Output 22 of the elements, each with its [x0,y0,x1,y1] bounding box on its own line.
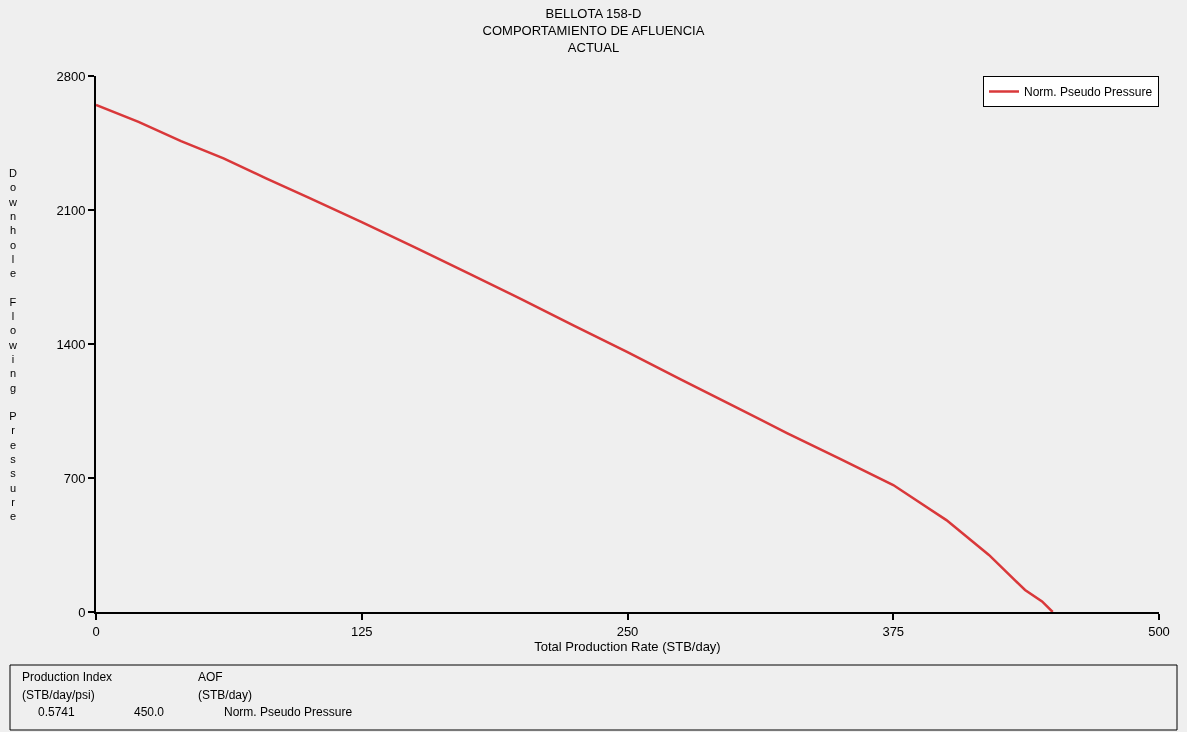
x-tick-label: 375 [882,623,905,639]
x-tick-label: 0 [92,623,100,639]
chart-title: BELLOTA 158-D COMPORTAMIENTO DE AFLUENCIA ACTUAL [482,6,705,56]
x-tick-label: 250 [616,623,639,639]
line-series [96,103,1054,612]
text: 450.0 [134,705,165,719]
y-tick-label: 0 [78,604,86,620]
y-tick-label: 700 [63,470,86,486]
y-tick-label: 2100 [56,202,86,218]
legend-label: Norm. Pseudo Pressure [1024,85,1153,100]
x-tick-label: 125 [350,623,373,639]
text: Production Index [22,670,113,684]
text: Downhole Flowing Pressure [9,167,17,523]
x-tick-label: 500 [1148,623,1170,639]
text: (STB/day/psi) [22,688,95,702]
text: 0.5741 [38,705,76,719]
text: Norm. Pseudo Pressure [224,705,353,719]
x-axis-title: Total Production Rate (STB/day) [534,638,721,654]
y-tick-label: 1400 [56,336,86,352]
y-tick-label: 2800 [56,68,86,84]
text: (STB/day) [198,688,253,702]
text: AOF [198,670,223,684]
